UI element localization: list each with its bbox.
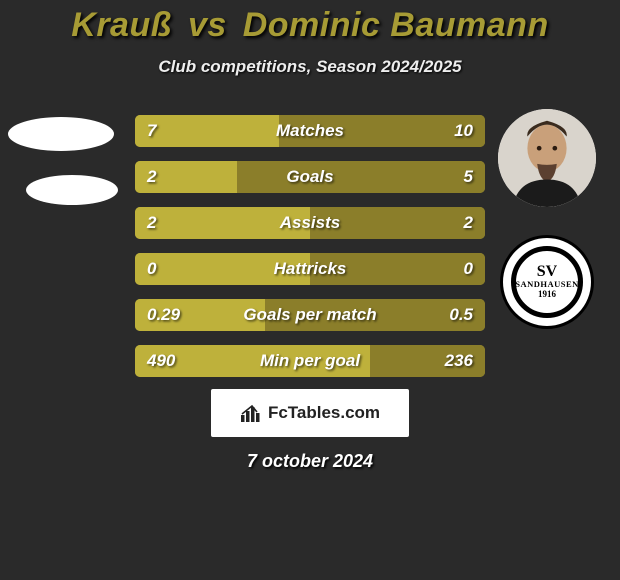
stat-value-left: 2 <box>135 161 168 193</box>
club-name: SANDHAUSEN <box>515 279 579 289</box>
subtitle: Club competitions, Season 2024/2025 <box>0 57 620 77</box>
left-club-logo <box>26 175 118 205</box>
stat-value-left: 0.29 <box>135 299 192 331</box>
stat-value-left: 0 <box>135 253 168 285</box>
stat-value-right: 10 <box>442 115 485 147</box>
club-year: 1916 <box>538 289 556 299</box>
stat-value-right: 0.5 <box>437 299 485 331</box>
stat-value-left: 2 <box>135 207 168 239</box>
stat-row: 25Goals <box>135 161 485 193</box>
player-photo-icon <box>498 109 596 207</box>
stat-value-right: 236 <box>433 345 485 377</box>
title-player1: Krauß <box>71 6 172 44</box>
club-sv: SV <box>537 265 557 279</box>
stat-row: 00Hattricks <box>135 253 485 285</box>
root: Krauß vs Dominic Baumann Club competitio… <box>0 0 620 580</box>
date: 7 october 2024 <box>0 451 620 472</box>
page-title: Krauß vs Dominic Baumann <box>0 6 620 45</box>
brand-logo-icon <box>240 403 262 423</box>
stat-value-right: 0 <box>452 253 485 285</box>
bar-fill-right <box>237 161 486 193</box>
left-player-avatar <box>8 117 114 151</box>
brand-badge: FcTables.com <box>211 389 409 437</box>
stat-value-right: 2 <box>452 207 485 239</box>
right-club-logo: SV SANDHAUSEN 1916 <box>500 235 594 329</box>
comparison-area: SV SANDHAUSEN 1916 710Matches25Goals22As… <box>0 115 620 375</box>
title-vs: vs <box>188 6 227 44</box>
right-player-column: SV SANDHAUSEN 1916 <box>492 109 602 329</box>
stat-row: 22Assists <box>135 207 485 239</box>
stat-value-left: 7 <box>135 115 168 147</box>
stat-row: 490236Min per goal <box>135 345 485 377</box>
title-player2: Dominic Baumann <box>243 6 549 44</box>
stat-bars: 710Matches25Goals22Assists00Hattricks0.2… <box>135 115 485 391</box>
left-player-column <box>6 109 116 205</box>
stat-row: 0.290.5Goals per match <box>135 299 485 331</box>
stat-value-left: 490 <box>135 345 187 377</box>
stat-row: 710Matches <box>135 115 485 147</box>
brand-text: FcTables.com <box>268 403 380 423</box>
right-player-avatar <box>498 109 596 207</box>
stat-value-right: 5 <box>452 161 485 193</box>
